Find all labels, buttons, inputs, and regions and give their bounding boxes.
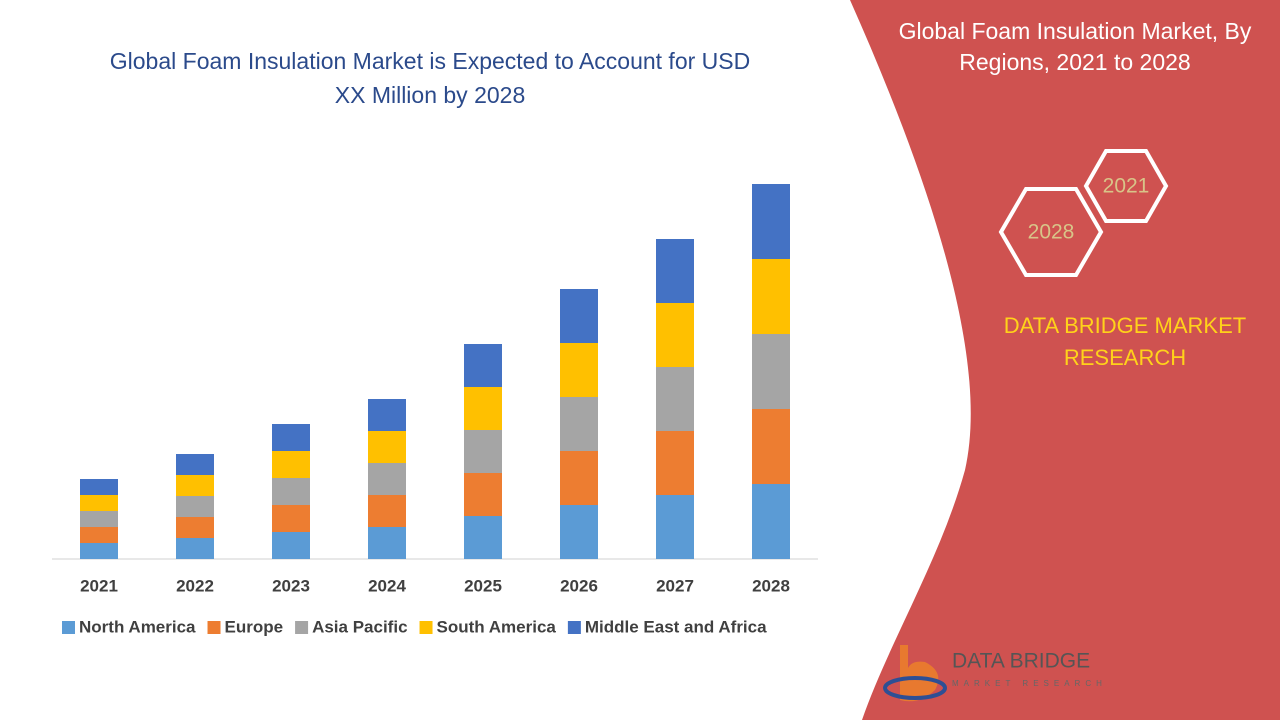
- bar-segment: [80, 527, 118, 543]
- bar-segment: [176, 538, 214, 559]
- hex-label: 2028: [1028, 221, 1075, 244]
- bar-segment: [272, 532, 310, 559]
- bar-segment: [368, 463, 406, 495]
- legend-label: Asia Pacific: [312, 617, 407, 636]
- bar-segment: [656, 431, 694, 495]
- bar-segment: [752, 484, 790, 559]
- legend-label: North America: [79, 617, 196, 636]
- logo-mark: [900, 645, 939, 702]
- bar-segment: [656, 239, 694, 303]
- side-title: Global Foam Insulation Market, By Region…: [898, 18, 1252, 75]
- bar-segment: [752, 334, 790, 409]
- logo-tagline: MARKET RESEARCH: [952, 679, 1107, 688]
- legend-swatch: [419, 621, 433, 634]
- x-tick-label: 2021: [80, 576, 118, 595]
- logo-mark: [883, 676, 947, 700]
- legend-swatch: [62, 621, 75, 634]
- x-tick-label: 2024: [368, 576, 406, 595]
- brand: DATA BRIDGE MARKET RESEARCH: [1003, 313, 1247, 370]
- bar-segment: [272, 451, 310, 478]
- bar-segment: [272, 478, 310, 505]
- bar-segment: [80, 511, 118, 527]
- bar-segment: [80, 495, 118, 511]
- legend-label: Europe: [225, 617, 284, 636]
- x-tick-label: 2023: [272, 576, 310, 595]
- hex-label: 2021: [1103, 175, 1150, 198]
- logo-name: DATA BRIDGE: [952, 650, 1090, 673]
- legend-swatch: [207, 621, 221, 634]
- x-tick-label: 2026: [560, 576, 598, 595]
- bar-segment: [368, 431, 406, 463]
- x-tick-label: 2028: [752, 576, 790, 595]
- bar-segment: [464, 430, 502, 473]
- bar-segment: [752, 409, 790, 484]
- bar-segment: [752, 184, 790, 259]
- bar-segment: [80, 479, 118, 495]
- bar-segment: [560, 505, 598, 559]
- hexagon: [1083, 149, 1169, 223]
- bar-segment: [272, 505, 310, 532]
- legend-label: South America: [437, 617, 557, 636]
- hexagon: [998, 187, 1104, 277]
- x-tick-label: 2022: [176, 576, 214, 595]
- legend-swatch: [295, 621, 309, 634]
- bar-segment: [368, 495, 406, 527]
- bar-segment: [656, 303, 694, 367]
- bar-segment: [656, 367, 694, 431]
- x-tick-label: 2027: [656, 576, 694, 595]
- legend-label: Middle East and Africa: [585, 617, 767, 636]
- bar-segment: [464, 473, 502, 516]
- bar-segment: [176, 475, 214, 496]
- chart-title: Global Foam Insulation Market is Expecte…: [109, 48, 751, 108]
- x-tick-label: 2025: [464, 576, 502, 595]
- bar-segment: [464, 516, 502, 559]
- bar-segment: [560, 289, 598, 343]
- bar-segment: [656, 495, 694, 559]
- bar-segment: [176, 496, 214, 517]
- bar-segment: [80, 543, 118, 559]
- bar-segment: [368, 399, 406, 431]
- bar-segment: [464, 344, 502, 387]
- bar-segment: [464, 387, 502, 430]
- bar-segment: [368, 527, 406, 559]
- bar-segment: [560, 451, 598, 505]
- bar-segment: [272, 424, 310, 451]
- bar-segment: [176, 454, 214, 475]
- bar-segment: [176, 517, 214, 538]
- bar-segment: [752, 259, 790, 334]
- bar-segment: [560, 397, 598, 451]
- bar-segment: [560, 343, 598, 397]
- legend-swatch: [567, 621, 581, 634]
- side-panel: [850, 0, 1280, 720]
